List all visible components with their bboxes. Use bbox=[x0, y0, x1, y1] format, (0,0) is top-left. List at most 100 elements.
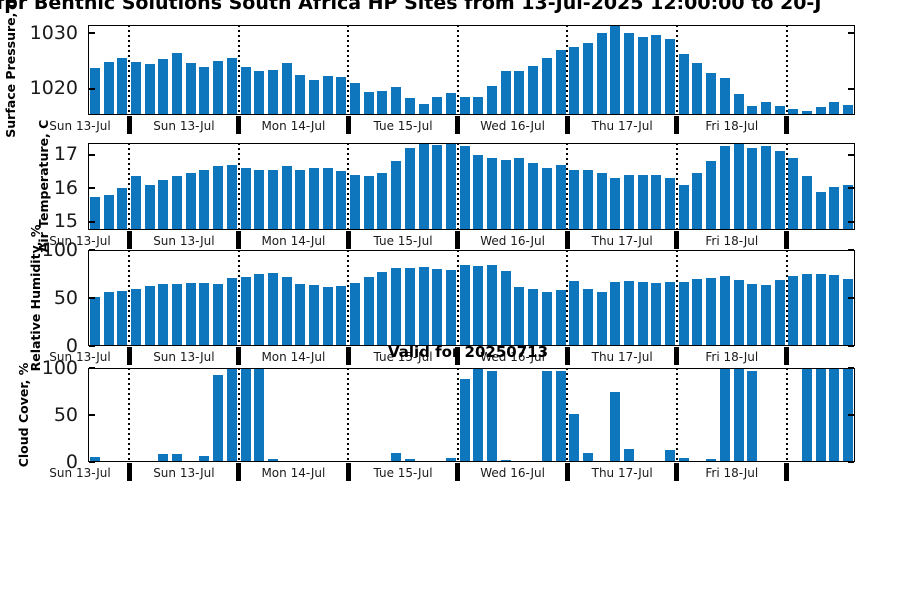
bar bbox=[254, 169, 265, 230]
bar bbox=[445, 270, 456, 346]
bar bbox=[815, 274, 826, 346]
bar bbox=[254, 274, 265, 346]
bar bbox=[199, 169, 210, 230]
y-axis-label: Surface Pressure, mb bbox=[2, 0, 18, 138]
bar bbox=[295, 169, 306, 230]
bar bbox=[185, 63, 196, 115]
bar bbox=[89, 67, 100, 115]
bar bbox=[774, 279, 785, 346]
y-tick-mark-left bbox=[89, 297, 95, 299]
axes-frame bbox=[88, 143, 855, 230]
bar bbox=[459, 146, 470, 230]
x-day-label: Sun 13-Jul bbox=[153, 466, 215, 480]
bar bbox=[747, 283, 758, 346]
bar bbox=[281, 63, 292, 115]
bar bbox=[624, 280, 634, 346]
day-boundary-tick bbox=[564, 347, 570, 365]
bar bbox=[144, 184, 155, 230]
day-gridline bbox=[347, 368, 350, 462]
x-day-label: Fri 18-Jul bbox=[705, 466, 759, 480]
bar bbox=[89, 457, 100, 462]
bar bbox=[610, 281, 621, 346]
y-tick-mark-left bbox=[89, 220, 95, 223]
y-tick-label: 0 bbox=[65, 334, 78, 357]
bar bbox=[747, 148, 758, 230]
y-axis-label: Cloud Cover, % bbox=[15, 362, 31, 468]
day-boundary-tick bbox=[455, 116, 461, 134]
bar bbox=[130, 176, 141, 230]
day-gridline bbox=[237, 250, 240, 346]
day-boundary-tick bbox=[236, 116, 242, 134]
day-boundary-tick bbox=[564, 463, 570, 481]
day-boundary-tick bbox=[126, 347, 132, 365]
x-day-label: Mon 14-Jul bbox=[261, 350, 326, 364]
y-tick-mark-left bbox=[89, 249, 95, 251]
bar bbox=[267, 459, 278, 462]
x-day-label: Thu 17-Jul bbox=[591, 119, 653, 133]
y-tick-mark-right bbox=[848, 461, 854, 463]
bar bbox=[651, 35, 662, 115]
bar bbox=[445, 143, 456, 230]
bar bbox=[213, 61, 224, 115]
bar bbox=[267, 70, 278, 115]
bar bbox=[377, 173, 388, 230]
day-boundary-tick bbox=[236, 347, 242, 365]
bar bbox=[322, 168, 333, 230]
day-boundary-tick bbox=[564, 116, 570, 134]
day-gridline bbox=[675, 143, 678, 230]
bar bbox=[418, 143, 429, 230]
bar bbox=[226, 164, 237, 230]
y-tick-mark-left bbox=[89, 153, 95, 156]
bar bbox=[692, 173, 703, 230]
bar bbox=[802, 176, 813, 230]
bar bbox=[377, 91, 388, 115]
bar bbox=[226, 277, 237, 346]
bar bbox=[843, 105, 854, 115]
bar bbox=[240, 168, 251, 230]
bar bbox=[569, 46, 580, 115]
day-boundary-tick bbox=[455, 231, 461, 249]
y-axis-label: Relative Humidity, % bbox=[27, 224, 43, 372]
day-boundary-tick bbox=[674, 116, 680, 134]
bar bbox=[295, 283, 306, 346]
bar bbox=[377, 272, 388, 346]
bar bbox=[555, 164, 566, 230]
day-gridline bbox=[785, 25, 788, 115]
axes-frame bbox=[88, 250, 855, 346]
day-boundary-tick bbox=[345, 231, 351, 249]
x-day-label: Sun 13-Jul bbox=[153, 119, 215, 133]
day-gridline bbox=[128, 25, 131, 115]
bar bbox=[144, 286, 155, 346]
bar bbox=[719, 368, 730, 462]
y-tick-mark-left bbox=[89, 345, 95, 347]
bar bbox=[843, 278, 854, 346]
x-day-label: Mon 14-Jul bbox=[261, 234, 326, 248]
bar bbox=[541, 168, 552, 230]
day-gridline bbox=[675, 25, 678, 115]
day-boundary-tick bbox=[674, 347, 680, 365]
y-tick-label: 17 bbox=[53, 143, 78, 166]
bar bbox=[144, 63, 155, 115]
bar bbox=[829, 368, 840, 462]
valid-annotation: Valid for 20250713 bbox=[387, 343, 549, 361]
x-day-label: Sun 13-Jul bbox=[49, 466, 111, 480]
bar bbox=[254, 368, 265, 462]
bar bbox=[281, 166, 292, 230]
bar bbox=[459, 265, 470, 346]
bar bbox=[637, 36, 648, 115]
bar bbox=[226, 368, 237, 462]
bar bbox=[363, 276, 374, 346]
bar bbox=[843, 184, 854, 230]
bar bbox=[487, 265, 498, 346]
x-day-label: Sun 13-Jul bbox=[153, 234, 215, 248]
bar bbox=[172, 176, 183, 230]
bar bbox=[733, 279, 744, 346]
bar bbox=[637, 174, 648, 230]
x-day-label: Wed 16-Jul bbox=[480, 466, 545, 480]
day-gridline bbox=[566, 25, 569, 115]
bar bbox=[829, 186, 840, 230]
x-day-label: Sun 13-Jul bbox=[49, 234, 111, 248]
day-gridline bbox=[237, 368, 240, 462]
day-gridline bbox=[128, 368, 131, 462]
bar bbox=[760, 284, 771, 346]
